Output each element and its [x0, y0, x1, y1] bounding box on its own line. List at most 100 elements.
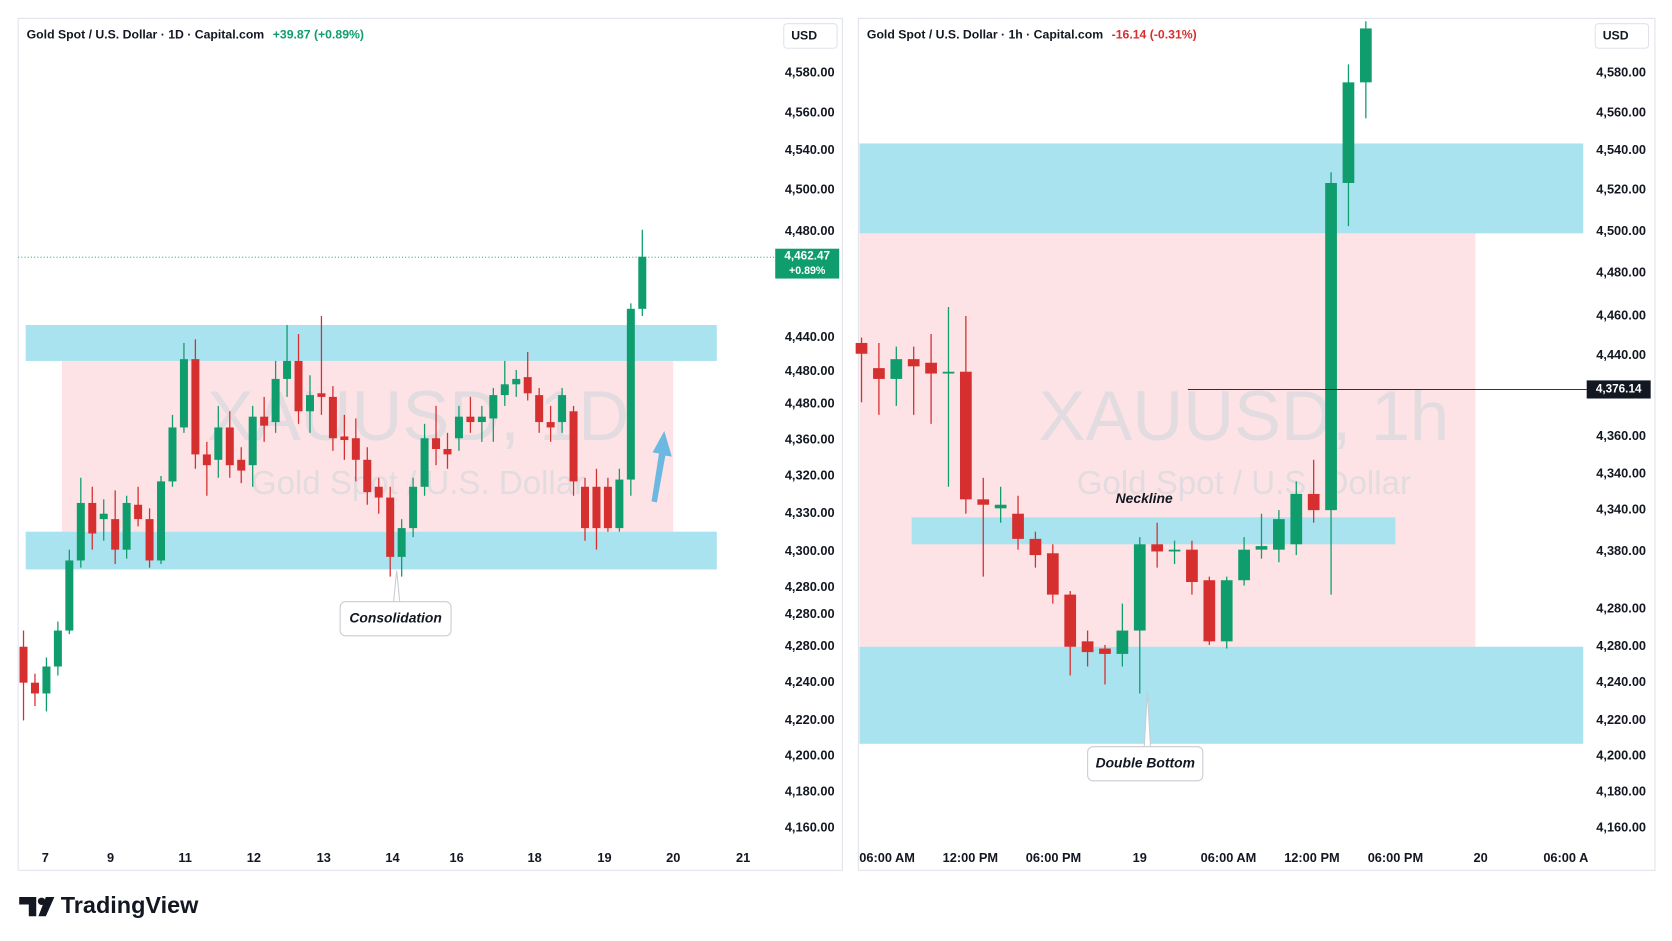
y-tick-label: 4,360.00 — [1596, 428, 1646, 443]
last-price: 4,462.47 — [784, 249, 830, 262]
x-tick-label: 20 — [1474, 850, 1488, 865]
x-tick-label: 06:00 A — [1543, 850, 1588, 865]
y-tick-label: 4,440.00 — [1596, 347, 1646, 362]
x-tick-label: 7 — [42, 850, 49, 865]
candle-body — [1012, 513, 1024, 539]
y-tick-label: 4,240.00 — [785, 674, 835, 689]
y-tick-label: 4,160.00 — [785, 820, 835, 835]
last-change: +0.89% — [789, 265, 826, 277]
price-zone — [25, 531, 717, 570]
candle-body — [88, 502, 97, 534]
candle-body — [1238, 549, 1250, 581]
y-tick-label: 4,520.00 — [1596, 182, 1646, 197]
chart-panel: XAUUSD, 1h Gold Spot / U.S. Dollar 4,580.0… — [855, 17, 1656, 871]
logo-mark — [38, 897, 55, 917]
candle-body — [168, 427, 177, 482]
y-tick-label: 4,480.00 — [785, 395, 835, 410]
candle-body — [76, 502, 85, 561]
candle-body — [179, 359, 188, 428]
y-tick-label: 4,330.00 — [785, 505, 835, 520]
y-tick-label: 4,280.00 — [1596, 638, 1646, 653]
candle-body — [397, 528, 406, 557]
candle-body — [592, 486, 601, 529]
x-tick-label: 06:00 PM — [1368, 850, 1423, 865]
candle-body — [994, 504, 1007, 509]
currency: USD — [1603, 29, 1629, 43]
x-tick-label: 19 — [1133, 850, 1147, 865]
candle-body — [925, 362, 937, 374]
y-tick-label: 4,480.00 — [1596, 264, 1646, 279]
candle-body — [294, 360, 303, 412]
candle-body — [111, 519, 120, 550]
chart-title: Gold Spot / U.S. Dollar · 1h · Capital.c… — [867, 28, 1103, 42]
candle-body — [890, 359, 903, 379]
candle-body — [855, 342, 868, 354]
candle-body — [1099, 648, 1111, 654]
candle-body — [386, 497, 395, 557]
currency: USD — [791, 29, 817, 43]
y-tick-label: 4,220.00 — [785, 712, 835, 727]
candle-body — [1116, 630, 1129, 654]
watermark-subtitle: Gold Spot / U.S. Dollar — [251, 465, 585, 502]
y-tick-label: 4,500.00 — [1596, 223, 1646, 238]
candle-body — [907, 359, 920, 367]
candle-body — [99, 513, 108, 520]
candle-body — [374, 486, 383, 498]
candle-body — [191, 359, 200, 455]
candle-body — [283, 360, 292, 379]
y-tick-label: 4,320.00 — [785, 467, 835, 482]
y-tick-label: 4,580.00 — [785, 65, 835, 80]
y-tick-label: 4,200.00 — [1596, 748, 1646, 763]
candle-body — [305, 395, 314, 412]
x-tick-label: 06:00 AM — [859, 850, 915, 865]
candle-body — [260, 416, 269, 426]
candle-body — [317, 393, 326, 397]
candle-body — [145, 519, 154, 561]
candle-body — [214, 427, 223, 460]
y-tick-label: 4,240.00 — [1596, 674, 1646, 689]
candle-body — [1133, 544, 1146, 631]
candle-body — [1168, 549, 1181, 552]
x-tick-label: 19 — [597, 850, 611, 865]
y-tick-label: 4,180.00 — [785, 784, 835, 799]
annotation: Neckline — [1116, 490, 1173, 506]
candle-body — [340, 436, 349, 441]
y-tick-label: 4,560.00 — [785, 104, 835, 119]
candle-body — [615, 479, 624, 529]
x-tick-label: 13 — [317, 850, 331, 865]
y-tick-label: 4,500.00 — [785, 182, 835, 197]
logo-mark — [19, 897, 37, 917]
candle-body — [237, 459, 246, 471]
candle-body — [466, 416, 475, 423]
price-zone — [859, 646, 1584, 744]
candle-body — [959, 371, 972, 500]
last-price-tag — [775, 248, 840, 279]
candle-body — [1029, 538, 1042, 556]
candle-body — [202, 454, 211, 466]
currency-box — [783, 23, 838, 49]
candle-body — [942, 371, 955, 374]
callout-box — [339, 601, 452, 637]
callout-box — [1087, 746, 1204, 782]
y-tick-label: 4,280.00 — [1596, 600, 1646, 615]
candle-body — [65, 560, 74, 631]
candle-body — [157, 481, 166, 561]
candle-body — [512, 378, 521, 385]
candle-body — [30, 682, 39, 694]
chart-title: Gold Spot / U.S. Dollar · 1D · Capital.c… — [27, 28, 265, 42]
y-tick-label: 4,560.00 — [1596, 104, 1646, 119]
y-tick-label: 4,360.00 — [785, 431, 835, 446]
y-tick-label: 4,540.00 — [1596, 142, 1646, 157]
y-tick-label: 4,220.00 — [1596, 712, 1646, 727]
candle-body — [248, 416, 257, 466]
candle-body — [1342, 82, 1355, 184]
y-tick-label: 4,280.00 — [785, 606, 835, 621]
y-tick-label: 4,180.00 — [1596, 784, 1646, 799]
y-tick-label: 4,300.00 — [785, 543, 835, 558]
annotation: Double Bottom — [1096, 754, 1195, 770]
price-zone — [859, 143, 1584, 234]
candle-body — [1186, 549, 1198, 583]
y-tick-label: 4,440.00 — [785, 329, 835, 344]
